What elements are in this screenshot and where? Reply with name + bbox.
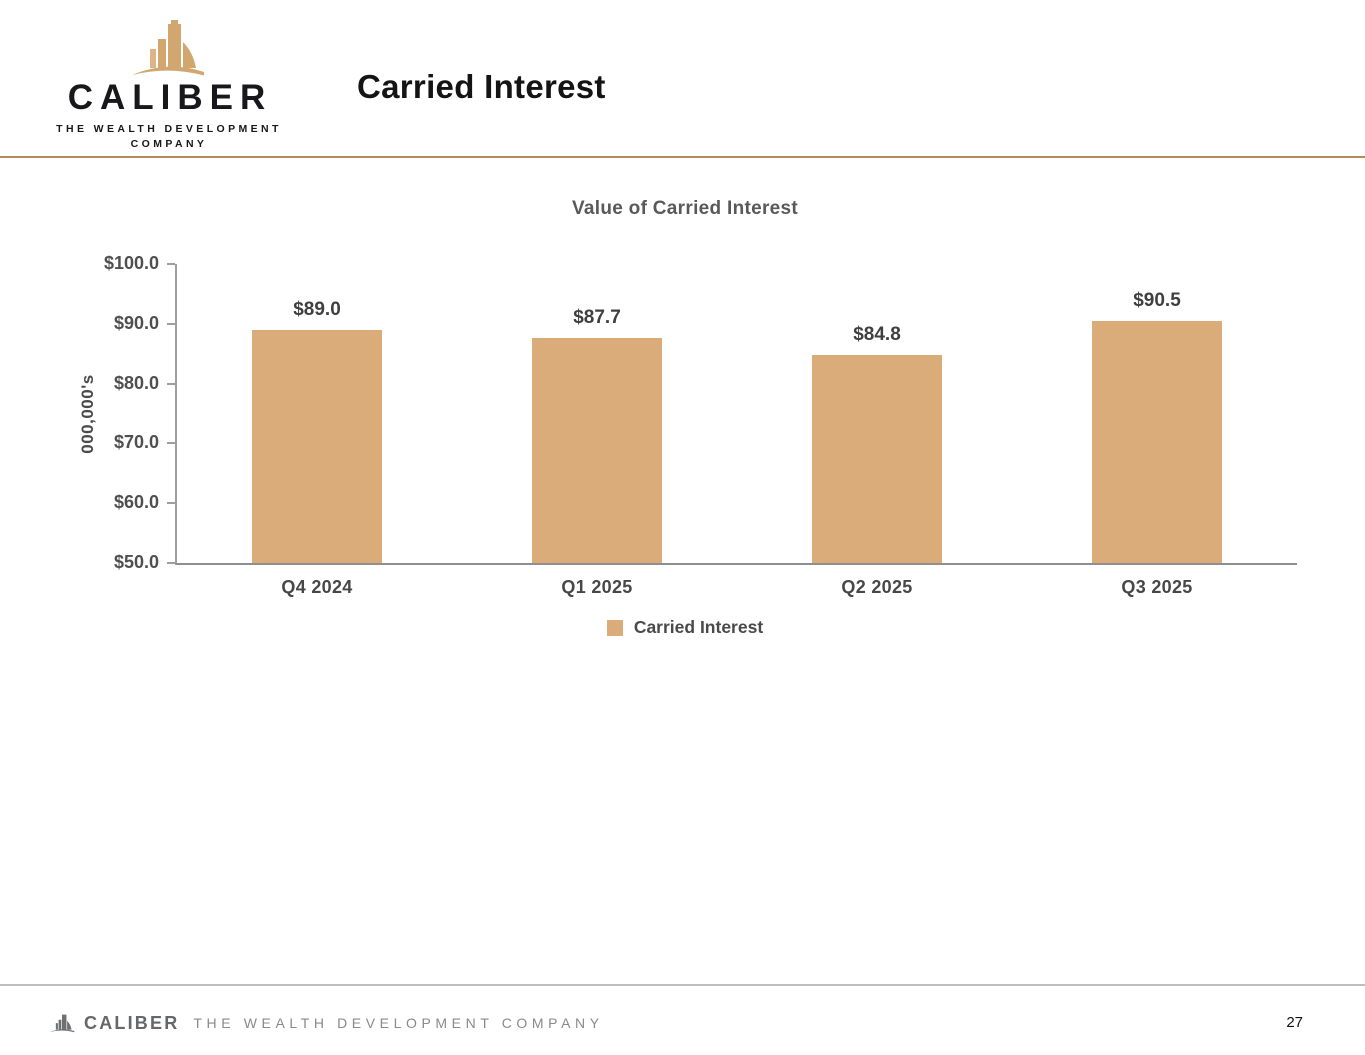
bar-value-label: $84.8 [853, 323, 901, 345]
y-tick-mark [167, 442, 175, 445]
page-number: 27 [1286, 1014, 1303, 1031]
y-tick-mark [167, 382, 175, 385]
header-logo: CALIBER THE WEALTH DEVELOPMENT COMPANY [48, 18, 288, 150]
logo-tagline-line1: THE WEALTH DEVELOPMENT [56, 123, 282, 135]
y-tick-label: $70.0 [113, 432, 159, 453]
caliber-building-icon [132, 20, 204, 76]
y-tick-label: $100.0 [103, 253, 159, 273]
bar-value-label: $87.7 [573, 306, 621, 328]
x-category-label: Q3 2025 [1121, 577, 1193, 597]
bar-value-label: $90.5 [1133, 289, 1181, 311]
footer: CALIBER THE WEALTH DEVELOPMENT COMPANY [48, 1008, 604, 1038]
bar-slot: $89.0 Q4 2024 [177, 264, 457, 597]
footer-tagline-text: THE WEALTH DEVELOPMENT COMPANY [193, 1015, 604, 1031]
footer-caliber-building-icon [49, 1014, 75, 1032]
x-category-label: Q4 2024 [281, 577, 353, 597]
y-tick-label: $60.0 [113, 492, 159, 513]
logo-tagline-line2: COMPANY [130, 138, 208, 150]
bar-slot: $84.8 Q2 2025 [737, 264, 1017, 597]
logo-brand-text: CALIBER [67, 78, 273, 117]
x-category-label: Q2 2025 [841, 577, 913, 597]
bar-q3-2025 [1092, 320, 1222, 563]
bar-slot: $87.7 Q1 2025 [457, 264, 737, 597]
y-tick-mark [167, 562, 175, 564]
footer-divider [0, 984, 1365, 986]
y-tick-label: $80.0 [113, 372, 159, 393]
bar-q2-2025 [812, 354, 942, 563]
bar-slot: $90.5 Q3 2025 [1017, 264, 1297, 597]
y-tick-mark [167, 502, 175, 505]
bar-q1-2025 [532, 337, 662, 563]
plot-area: $100.0 $90.0 $80.0 $70.0 $60.0 $50.0 $89.0 Q4 2… [104, 253, 1297, 597]
chart-title: Value of Carried Interest [571, 198, 799, 219]
y-tick-label: $50.0 [113, 552, 159, 572]
y-tick-label: $90.0 [113, 312, 159, 333]
footer-brand-text: CALIBER [84, 1012, 180, 1033]
legend-swatch [606, 619, 623, 636]
page-title: Carried Interest [357, 68, 606, 105]
bar-value-label: $89.0 [293, 298, 341, 320]
legend-label: Carried Interest [633, 617, 764, 637]
header-divider [0, 156, 1365, 158]
y-tick-mark [167, 263, 175, 265]
y-tick-mark [167, 322, 175, 325]
chart-legend: Carried Interest [175, 617, 1195, 638]
x-category-label: Q1 2025 [561, 577, 633, 597]
bar-q4-2024 [252, 329, 382, 563]
